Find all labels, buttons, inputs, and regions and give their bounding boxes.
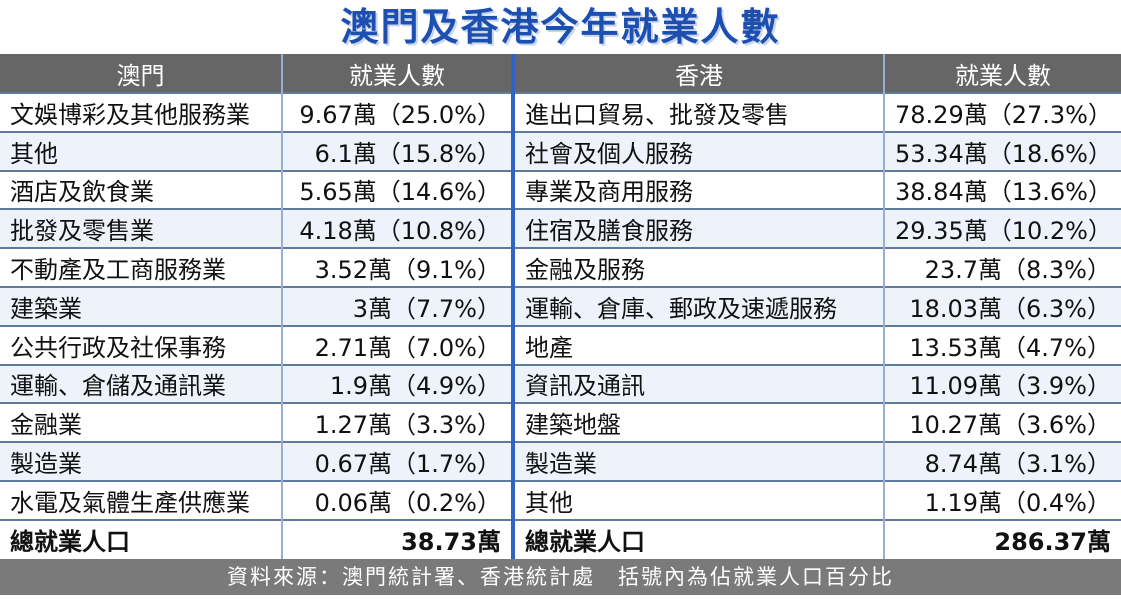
hk-industry: 進出口貿易、批發及零售 — [513, 92, 885, 132]
hk-employment: 78.29萬（27.3%） — [884, 92, 1121, 132]
hk-industry: 專業及商用服務 — [513, 169, 885, 210]
macau-industry: 不動產及工商服務業 — [0, 247, 283, 287]
table-row: 建築業 3萬（7.7%） 運輸、倉庫、郵政及速遞服務 18.03萬（6.3%） — [0, 285, 1121, 326]
hk-industry: 社會及個人服務 — [513, 130, 885, 171]
hk-industry: 金融及服務 — [513, 247, 885, 287]
macau-employment: 3.52萬（9.1%） — [282, 247, 515, 287]
macau-total-value: 38.73萬 — [282, 518, 515, 559]
table-row: 文娛博彩及其他服務業 9.67萬（25.0%） 進出口貿易、批發及零售 78.2… — [0, 92, 1121, 132]
hk-employment: 1.19萬（0.4%） — [884, 479, 1121, 520]
table-row: 運輸、倉儲及通訊業 1.9萬（4.9%） 資訊及通訊 11.09萬（3.9%） — [0, 363, 1121, 404]
table-header-row: 澳門 就業人數 香港 就業人數 — [0, 54, 1121, 93]
total-row: 總就業人口 38.73萬 總就業人口 286.37萬 — [0, 518, 1121, 559]
header-hongkong: 香港 — [513, 54, 885, 93]
macau-employment: 0.06萬（0.2%） — [282, 479, 515, 520]
hk-employment: 18.03萬（6.3%） — [884, 285, 1121, 326]
table-row: 批發及零售業 4.18萬（10.8%） 住宿及膳食服務 29.35萬（10.2%… — [0, 208, 1121, 249]
macau-industry: 批發及零售業 — [0, 208, 283, 249]
table-row: 製造業 0.67萬（1.7%） 製造業 8.74萬（3.1%） — [0, 441, 1121, 481]
macau-total-label: 總就業人口 — [0, 518, 283, 559]
hk-employment: 11.09萬（3.9%） — [884, 363, 1121, 404]
table-row: 公共行政及社保事務 2.71萬（7.0%） 地產 13.53萬（4.7%） — [0, 324, 1121, 365]
hk-industry: 運輸、倉庫、郵政及速遞服務 — [513, 285, 885, 326]
header-macau-count: 就業人數 — [282, 54, 515, 93]
header-hongkong-count: 就業人數 — [884, 54, 1121, 93]
hk-total-value: 286.37萬 — [884, 518, 1121, 559]
macau-employment: 4.18萬（10.8%） — [282, 208, 515, 249]
macau-industry: 公共行政及社保事務 — [0, 324, 283, 365]
macau-industry: 製造業 — [0, 441, 283, 481]
table-row: 金融業 1.27萬（3.3%） 建築地盤 10.27萬（3.6%） — [0, 402, 1121, 443]
hk-industry: 住宿及膳食服務 — [513, 208, 885, 249]
macau-industry: 運輸、倉儲及通訊業 — [0, 363, 283, 404]
hk-industry: 製造業 — [513, 441, 885, 481]
macau-industry: 水電及氣體生產供應業 — [0, 479, 283, 520]
macau-employment: 9.67萬（25.0%） — [282, 92, 515, 132]
macau-industry: 金融業 — [0, 402, 283, 443]
macau-employment: 1.9萬（4.9%） — [282, 363, 515, 404]
macau-employment: 1.27萬（3.3%） — [282, 402, 515, 443]
hk-employment: 38.84萬（13.6%） — [884, 169, 1121, 210]
macau-employment: 6.1萬（15.8%） — [282, 130, 515, 171]
macau-employment: 0.67萬（1.7%） — [282, 441, 515, 481]
header-macau: 澳門 — [0, 54, 283, 93]
hk-total-label: 總就業人口 — [513, 518, 885, 559]
page-title: 澳門及香港今年就業人數 — [340, 5, 781, 49]
hk-industry: 資訊及通訊 — [513, 363, 885, 404]
hk-employment: 13.53萬（4.7%） — [884, 324, 1121, 365]
hk-industry: 建築地盤 — [513, 402, 885, 443]
hk-employment: 23.7萬（8.3%） — [884, 247, 1121, 287]
macau-industry: 建築業 — [0, 285, 283, 326]
table-row: 酒店及飲食業 5.65萬（14.6%） 專業及商用服務 38.84萬（13.6%… — [0, 169, 1121, 210]
macau-industry: 其他 — [0, 130, 283, 171]
macau-employment: 5.65萬（14.6%） — [282, 169, 515, 210]
macau-employment: 3萬（7.7%） — [282, 285, 515, 326]
table-row: 水電及氣體生產供應業 0.06萬（0.2%） 其他 1.19萬（0.4%） — [0, 479, 1121, 520]
macau-industry: 酒店及飲食業 — [0, 169, 283, 210]
employment-table: 澳門 就業人數 香港 就業人數 文娛博彩及其他服務業 9.67萬（25.0%） … — [0, 54, 1121, 559]
table-row: 不動產及工商服務業 3.52萬（9.1%） 金融及服務 23.7萬（8.3%） — [0, 247, 1121, 287]
source-footnote: 資料來源：澳門統計署、香港統計處 括號內為佔就業人口百分比 — [0, 558, 1121, 595]
hk-employment: 10.27萬（3.6%） — [884, 402, 1121, 443]
hk-employment: 29.35萬（10.2%） — [884, 208, 1121, 249]
hk-employment: 53.34萬（18.6%） — [884, 130, 1121, 171]
hk-employment: 8.74萬（3.1%） — [884, 441, 1121, 481]
hk-industry: 其他 — [513, 479, 885, 520]
table-row: 其他 6.1萬（15.8%） 社會及個人服務 53.34萬（18.6%） — [0, 130, 1121, 171]
hk-industry: 地產 — [513, 324, 885, 365]
macau-industry: 文娛博彩及其他服務業 — [0, 92, 283, 132]
macau-employment: 2.71萬（7.0%） — [282, 324, 515, 365]
